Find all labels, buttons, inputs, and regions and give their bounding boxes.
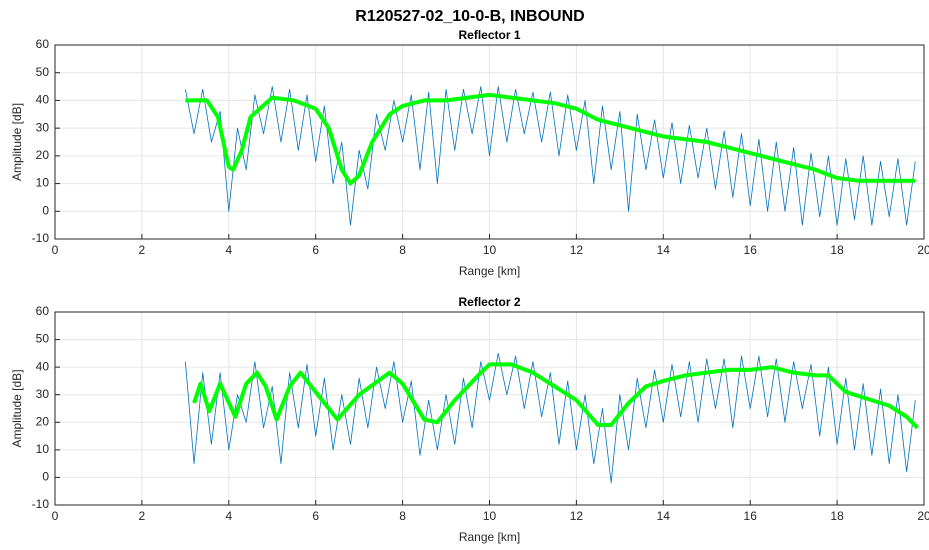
x-tick-label: 4: [225, 509, 232, 523]
y-tick-label: 40: [36, 93, 50, 107]
y-tick-label: 60: [36, 37, 50, 51]
y-tick-label: 20: [36, 148, 50, 162]
y-tick-label: -10: [32, 231, 50, 245]
subplot-title: Reflector 2: [458, 295, 520, 309]
x-axis-label: Range [km]: [459, 530, 520, 544]
x-tick-label: 16: [744, 509, 758, 523]
y-tick-label: -10: [32, 497, 50, 511]
figure-title: R120527-02_10-0-B, INBOUND: [355, 8, 584, 25]
x-tick-label: 14: [657, 243, 671, 257]
x-tick-label: 4: [225, 243, 232, 257]
x-tick-label: 2: [139, 509, 146, 523]
x-tick-label: 18: [830, 509, 844, 523]
y-tick-label: 40: [36, 359, 50, 373]
y-tick-label: 60: [36, 304, 50, 318]
x-tick-label: 0: [52, 509, 59, 523]
x-tick-label: 20: [917, 509, 929, 523]
data-line: [192, 362, 919, 430]
y-tick-label: 50: [36, 65, 50, 79]
x-tick-label: 10: [483, 243, 497, 257]
y-axis-label: Amplitude [dB]: [10, 103, 24, 181]
data-line: [184, 86, 916, 226]
x-tick-label: 12: [570, 243, 584, 257]
y-axis-label: Amplitude [dB]: [10, 369, 24, 447]
data-line: [184, 352, 916, 484]
y-tick-label: 30: [36, 387, 50, 401]
x-tick-label: 6: [312, 509, 319, 523]
x-tick-label: 16: [744, 243, 758, 257]
x-tick-label: 6: [312, 243, 319, 257]
y-tick-label: 10: [36, 442, 50, 456]
x-tick-label: 10: [483, 509, 497, 523]
axes-box: [54, 311, 925, 506]
x-axis-label: Range [km]: [459, 264, 520, 278]
x-tick-label: 2: [139, 243, 146, 257]
x-tick-label: 14: [657, 509, 671, 523]
y-tick-label: 30: [36, 120, 50, 134]
x-tick-label: 12: [570, 509, 584, 523]
y-tick-label: 0: [42, 203, 49, 217]
x-tick-label: 20: [917, 243, 929, 257]
subplot-title: Reflector 1: [458, 28, 520, 42]
x-tick-label: 0: [52, 243, 59, 257]
x-tick-label: 18: [830, 243, 844, 257]
axes-box: [54, 44, 925, 240]
x-tick-label: 8: [399, 509, 406, 523]
y-tick-label: 0: [42, 470, 49, 484]
y-tick-label: 50: [36, 332, 50, 346]
y-tick-label: 20: [36, 414, 50, 428]
data-line: [185, 92, 916, 186]
x-tick-label: 8: [399, 243, 406, 257]
y-tick-label: 10: [36, 176, 50, 190]
